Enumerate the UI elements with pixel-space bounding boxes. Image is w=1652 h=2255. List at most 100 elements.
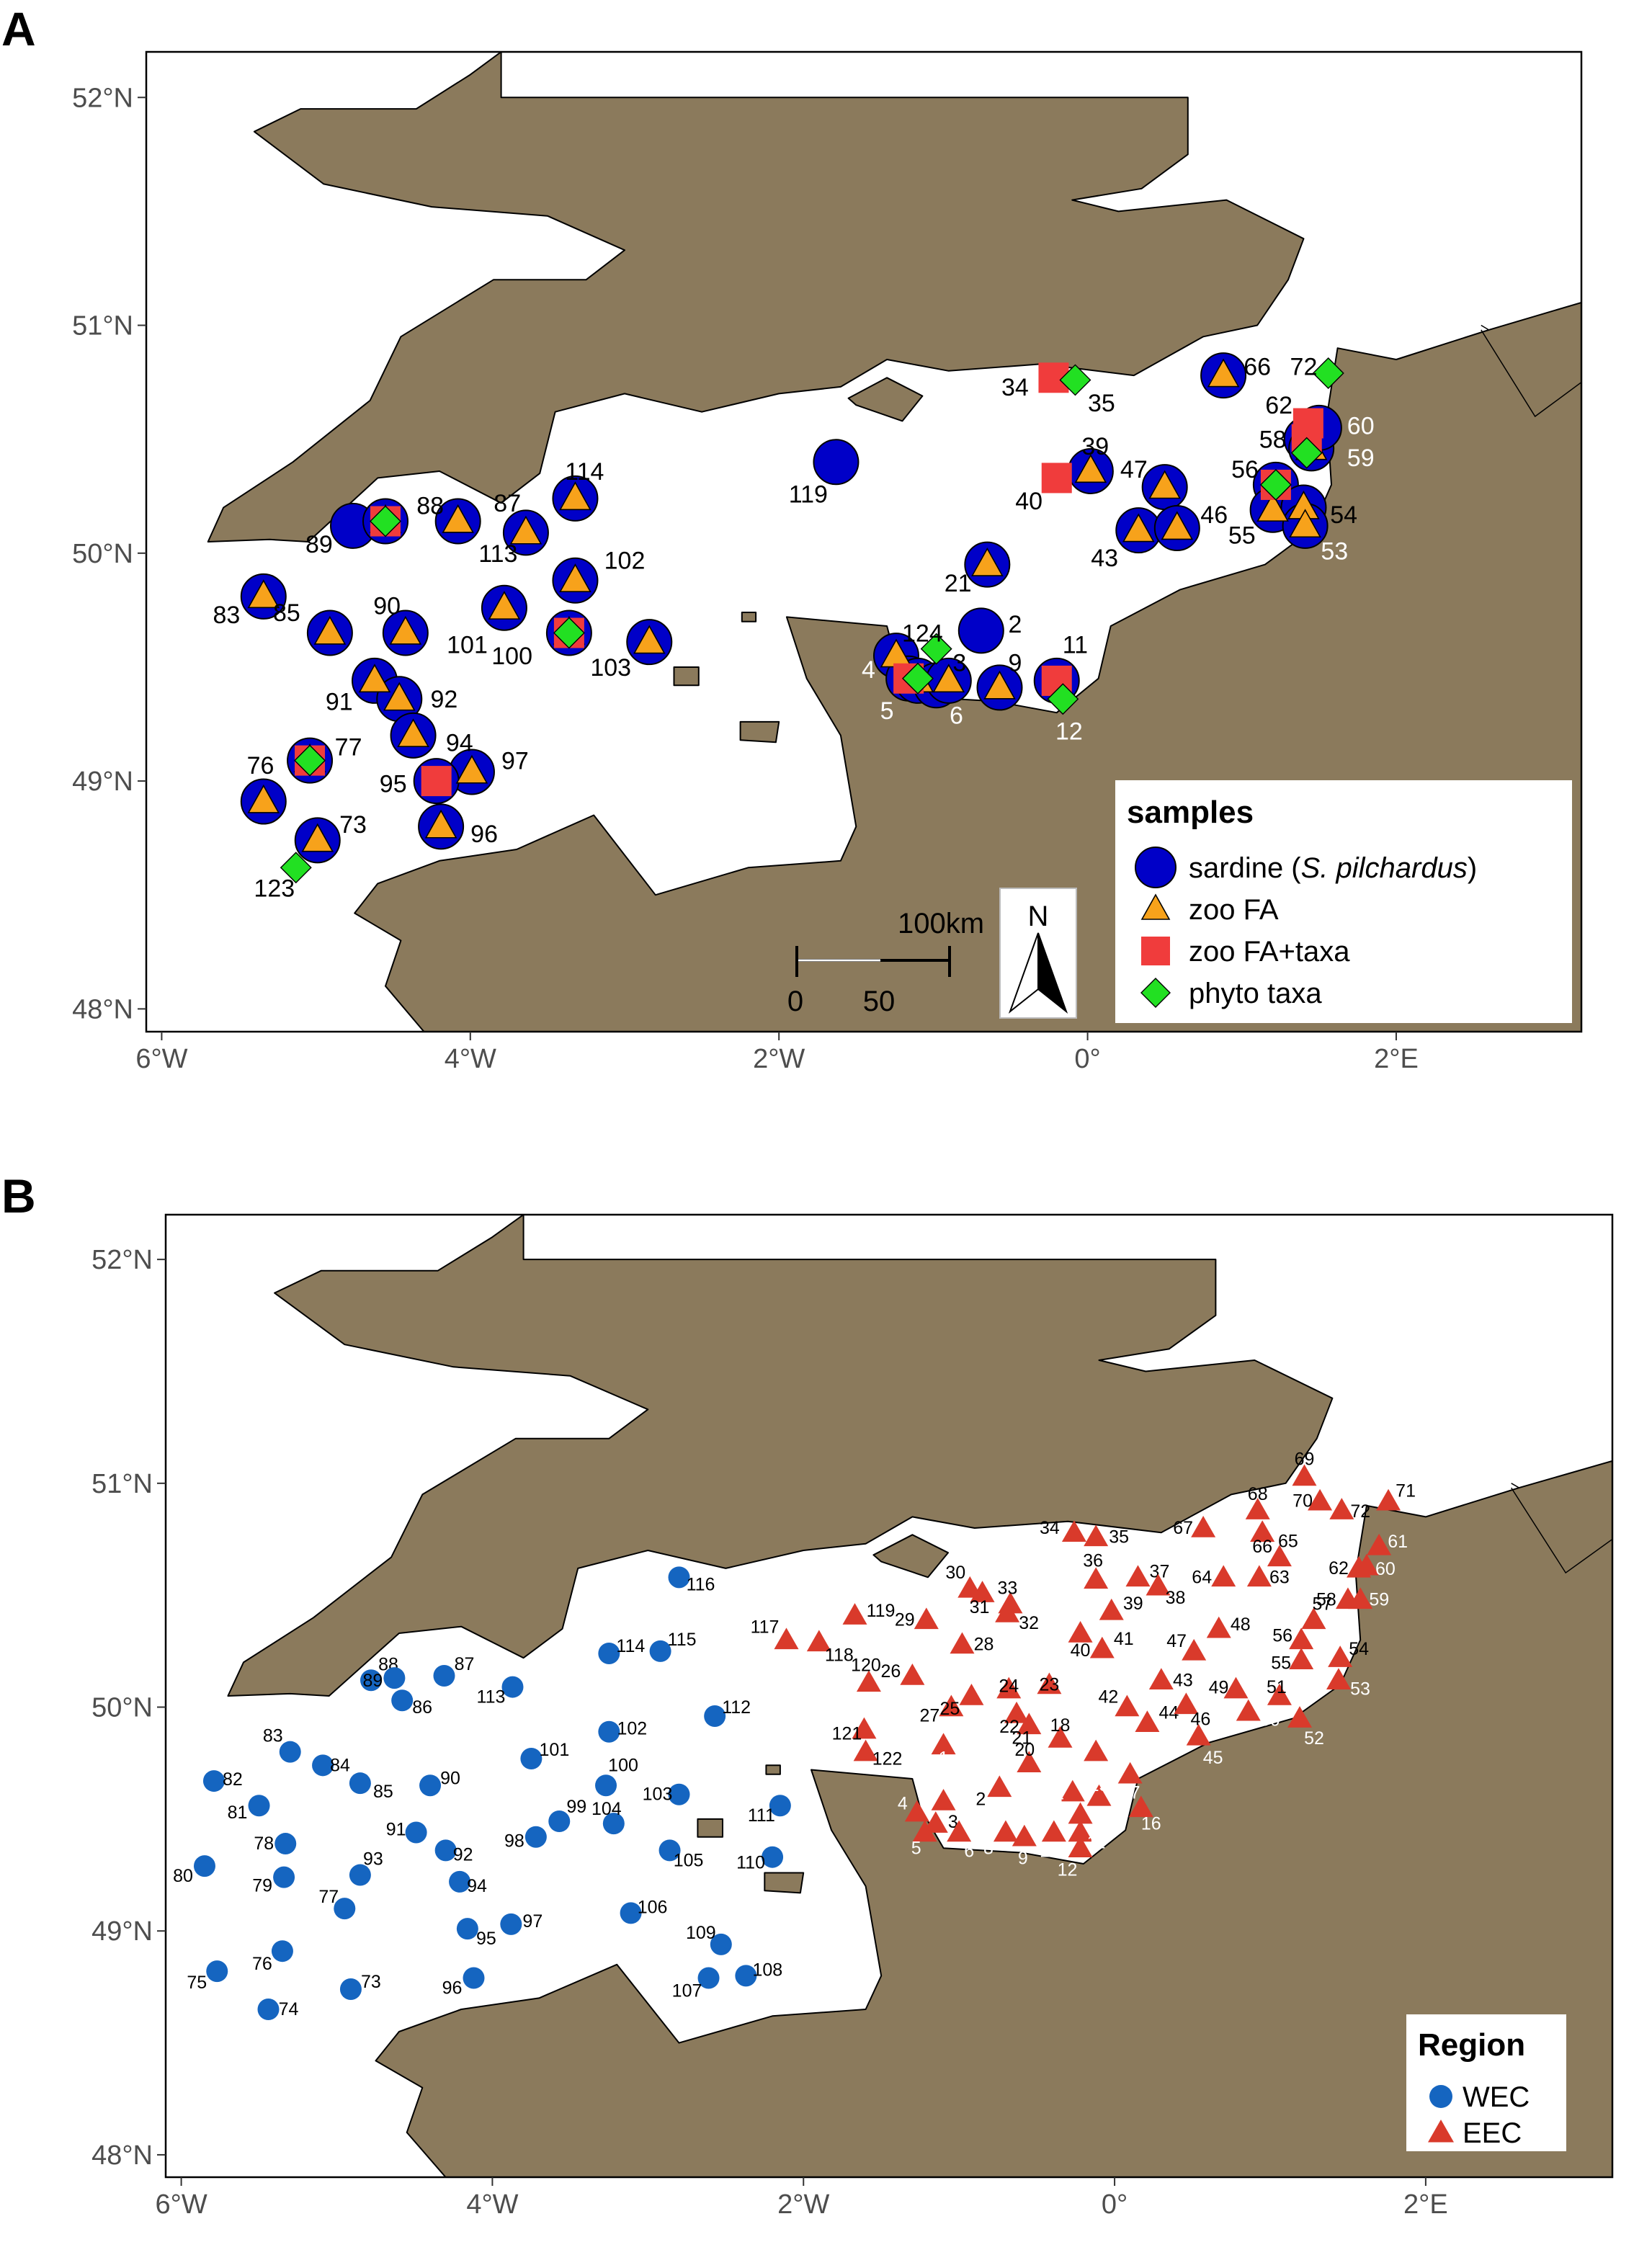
a-station-label: 124 [902, 620, 943, 648]
b-station-label: 52 [1304, 1728, 1324, 1749]
b-station-label: 66 [1252, 1537, 1272, 1557]
a-station-label: 91 [326, 688, 353, 715]
eec-marker [1068, 1820, 1093, 1842]
a-station-label: 59 [1347, 445, 1375, 472]
eec-marker [1115, 1694, 1140, 1717]
wec-marker [193, 1855, 215, 1877]
a-scale-bar: 0 50 100km [787, 908, 984, 1017]
b-legend-box [1406, 2014, 1566, 2151]
eec-marker [1223, 1676, 1249, 1699]
eec-marker [853, 1739, 878, 1761]
b-station-label: 31 [970, 1597, 990, 1617]
panel-b-letter: B [1, 1169, 36, 1223]
zoo-fa-marker [442, 504, 474, 533]
b-station-label: 7 [939, 1772, 949, 1792]
b-station-label: 32 [1019, 1613, 1039, 1633]
b-station-label: 70 [1292, 1491, 1313, 1511]
wec-marker [202, 1770, 225, 1792]
scale-bar-label: 100km [898, 908, 984, 939]
wec-marker [762, 1846, 784, 1868]
b-legend-WEC-marker [1429, 2085, 1452, 2108]
a-station-label: 35 [1088, 390, 1115, 417]
eec-marker [1037, 1672, 1062, 1694]
b-station-label: 112 [722, 1697, 751, 1718]
b-station-label: 105 [674, 1850, 704, 1870]
b-station-label: 92 [453, 1844, 473, 1865]
eec-marker [1089, 1636, 1115, 1658]
eec-marker [1084, 1524, 1109, 1547]
a-legend-zooFA-marker [1140, 893, 1171, 920]
wec-marker [334, 1898, 356, 1920]
b-station-label: 84 [330, 1755, 350, 1775]
eec-marker [1146, 1573, 1171, 1596]
sardine-marker [813, 439, 860, 486]
zoo-fa-marker [1074, 454, 1107, 483]
wec-marker [271, 1940, 293, 1962]
eec-marker [950, 1632, 975, 1654]
b-station-label: 79 [252, 1876, 272, 1896]
b-station-label: 49 [1209, 1678, 1229, 1698]
zoo-fa-marker [247, 784, 280, 813]
b-station-label: 14 [1044, 1787, 1064, 1807]
wec-marker [383, 1667, 406, 1689]
b-station-label: 109 [686, 1923, 716, 1943]
wec-marker [274, 1833, 297, 1855]
b-station-label: 33 [998, 1578, 1018, 1599]
eec-marker [931, 1733, 956, 1755]
b-guernsey [697, 1818, 723, 1838]
phyto-taxa-marker [1290, 437, 1323, 469]
b-station-label: 61 [1388, 1532, 1408, 1552]
b-station-label: 38 [1166, 1588, 1186, 1608]
b-border-line [1425, 1483, 1521, 1518]
b-station-label: 73 [361, 1972, 381, 1992]
wec-marker [697, 1967, 720, 1989]
wec-marker [598, 1642, 620, 1664]
a-station-label: 34 [1001, 374, 1029, 401]
b-station-label: 74 [279, 1999, 299, 2019]
b-station-label: 56 [1272, 1625, 1292, 1646]
eec-marker [1060, 1780, 1085, 1802]
a-station-label: 11 [1063, 631, 1088, 658]
wec-marker [405, 1821, 427, 1844]
eec-marker [914, 1607, 939, 1630]
b-station-label: 106 [638, 1897, 668, 1917]
wec-marker [668, 1783, 690, 1805]
b-frame [164, 1213, 1614, 2179]
a-x-tick-label: 4°W [445, 1044, 496, 1074]
a-y-tick-label: 50°N [72, 539, 133, 569]
a-station-label: 43 [1091, 545, 1118, 572]
a-station-label: 56 [1231, 456, 1259, 483]
b-station-label: 54 [1349, 1639, 1369, 1659]
zoo-fa-marker [424, 809, 457, 839]
eec-marker [1048, 1726, 1073, 1748]
b-station-label: 113 [477, 1687, 506, 1707]
a-alderney [741, 612, 757, 622]
phyto-taxa-marker [1259, 468, 1292, 501]
eec-marker [1246, 1565, 1272, 1587]
a-y-tick-label: 49°N [72, 767, 133, 797]
b-station-label: 86 [412, 1697, 432, 1718]
wec-marker [598, 1720, 620, 1743]
eec-marker [1348, 1587, 1373, 1609]
eec-marker [1004, 1701, 1030, 1723]
a-legend-phyto-marker [1140, 978, 1171, 1008]
eec-marker [842, 1603, 867, 1625]
sardine-marker [957, 607, 1004, 654]
eec-marker [1061, 1520, 1086, 1542]
eec-marker [1128, 1795, 1153, 1818]
a-station-label: 89 [305, 531, 333, 558]
b-station-label: 46 [1190, 1709, 1210, 1729]
b-station-label: 35 [1109, 1527, 1129, 1547]
eec-marker [947, 1820, 972, 1842]
b-station-label: 20 [1014, 1740, 1035, 1760]
eec-marker [995, 1601, 1020, 1622]
phyto-taxa-marker [280, 852, 312, 884]
b-x-tick-label: 2°W [777, 2189, 829, 2220]
b-station-label: 9 [1018, 1849, 1028, 1869]
wec-marker [463, 1967, 485, 1989]
wec-marker [248, 1795, 270, 1817]
a-station-label: 123 [254, 875, 295, 903]
b-station-label: 58 [1316, 1589, 1336, 1609]
a-legend-zooFA-label: zoo FA [1189, 894, 1279, 926]
a-station-label: 90 [373, 593, 401, 620]
